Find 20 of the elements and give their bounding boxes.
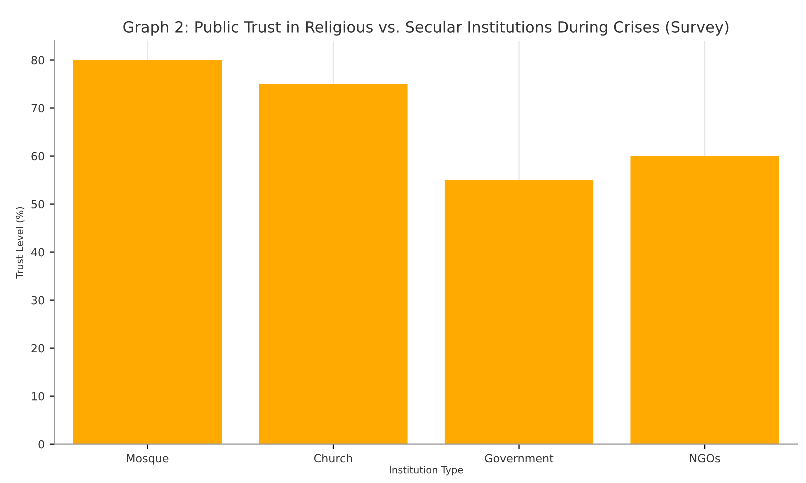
y-axis-title: Trust Level (%) — [16, 207, 25, 279]
x-tick-label: Mosque — [127, 454, 169, 465]
x-tick-label: NGOs — [690, 454, 720, 463]
y-tick-label: 60 — [32, 152, 44, 161]
bar — [444, 180, 594, 444]
y-tick-label: 80 — [32, 56, 44, 65]
x-axis-title: Institution Type — [390, 466, 464, 476]
chart-title: Graph 2: Public Trust in Religious vs. Secular Institutions During Crises (Survey) — [124, 21, 729, 36]
bar — [259, 84, 408, 444]
y-tick-label: 0 — [38, 440, 44, 449]
bar — [630, 156, 780, 444]
x-tick-label: Church — [314, 454, 352, 463]
bar — [73, 60, 222, 444]
y-tick-label: 50 — [32, 200, 44, 209]
x-tick-label: Government — [485, 454, 554, 463]
y-tick-label: 20 — [32, 344, 44, 353]
y-tick-label: 70 — [32, 104, 44, 113]
y-tick-label: 40 — [31, 248, 44, 257]
y-tick-label: 30 — [32, 296, 44, 305]
y-tick-label: 10 — [32, 392, 44, 401]
